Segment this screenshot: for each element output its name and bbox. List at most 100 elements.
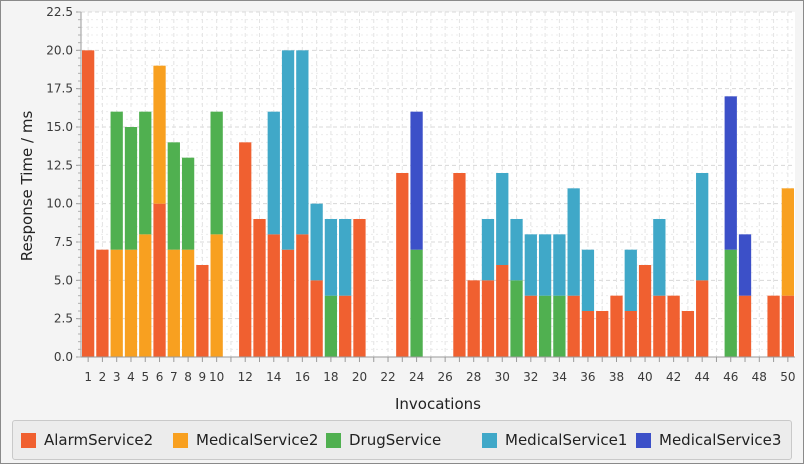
- x-tick-label: 3: [113, 370, 121, 384]
- bar-segment-medicalservice3: [738, 234, 752, 296]
- bar-segment-medicalservice1: [267, 111, 280, 235]
- bar-segment-drugservice: [324, 295, 338, 357]
- bar-segment-drugservice: [124, 127, 138, 250]
- bar-segment-alarmservice2: [567, 295, 580, 357]
- x-tick-label: 50: [780, 370, 795, 384]
- bar-segment-alarmservice2: [638, 265, 652, 357]
- x-tick-labels: 1 2 3 4 5 6 7 8 9 10 12 14 16 18 20 22 24 26 28 30 32 34 36 38 4…: [84, 357, 796, 384]
- legend-label: DrugService: [349, 431, 442, 449]
- bar-segment-drugservice: [210, 111, 223, 235]
- bar-segment-medicalservice1: [553, 234, 566, 296]
- y-tick-label: 5.0: [54, 273, 73, 287]
- x-tick-label: 28: [466, 370, 481, 384]
- bar-segment-drugservice: [181, 157, 195, 250]
- x-tick-label: 18: [323, 370, 338, 384]
- y-tick-label: 7.5: [54, 235, 73, 249]
- bar-segment-alarmservice2: [467, 280, 480, 357]
- bar-segment-medicalservice2: [181, 249, 195, 357]
- bar-segment-alarmservice2: [153, 203, 166, 357]
- x-tick-label: 26: [437, 370, 452, 384]
- x-tick-label: 5: [141, 370, 149, 384]
- bar-segment-medicalservice1: [310, 203, 323, 281]
- bar-segment-medicalservice2: [781, 188, 794, 296]
- bar-segment-drugservice: [139, 111, 152, 235]
- bar-segment-alarmservice2: [653, 295, 666, 357]
- bar-segment-drugservice: [724, 249, 737, 357]
- bar-segment-alarmservice2: [610, 295, 623, 357]
- bar-segment-medicalservice2: [153, 65, 166, 204]
- x-tick-label: 48: [752, 370, 767, 384]
- legend-item-medicalservice3: MedicalService3: [636, 421, 781, 459]
- bar-segment-medicalservice1: [481, 219, 495, 281]
- legend-label: MedicalService1: [505, 431, 628, 449]
- x-tick-label: 4: [127, 370, 135, 384]
- x-tick-label: 46: [723, 370, 738, 384]
- bar-segment-alarmservice2: [239, 142, 252, 357]
- bar-segment-drugservice: [410, 249, 423, 357]
- y-axis-title: Response Time / ms: [18, 111, 36, 262]
- bar-segment-drugservice: [538, 295, 552, 357]
- bar-segment-medicalservice3: [724, 96, 737, 250]
- x-tick-label: 9: [199, 370, 207, 384]
- bar-segment-alarmservice2: [281, 249, 295, 357]
- bar-segment-alarmservice2: [453, 173, 466, 357]
- x-tick-label: 12: [238, 370, 253, 384]
- bar-segment-alarmservice2: [353, 219, 366, 357]
- legend-swatch: [21, 432, 36, 448]
- y-tick-labels: 0.0 2.5 5.0 7.5 10.0 12.5 15.0 17.5 20.0 22.5: [46, 5, 81, 364]
- legend-swatch: [173, 432, 188, 448]
- x-tick-label: 8: [184, 370, 192, 384]
- bar-segment-alarmservice2: [253, 219, 266, 357]
- x-axis-title: Invocations: [395, 395, 481, 413]
- y-tick-label: 10.0: [46, 197, 73, 211]
- bar-segment-medicalservice1: [538, 234, 552, 296]
- bar-segment-medicalservice1: [281, 50, 295, 250]
- bar-segment-medicalservice1: [696, 173, 709, 281]
- bar-segment-alarmservice2: [524, 295, 537, 357]
- bar-segment-medicalservice1: [653, 219, 666, 296]
- y-tick-label: 12.5: [46, 158, 73, 172]
- bar-segment-medicalservice1: [567, 188, 580, 296]
- x-tick-label: 24: [409, 370, 424, 384]
- bar-segment-medicalservice1: [581, 249, 595, 311]
- bar-segment-alarmservice2: [624, 311, 637, 357]
- x-tick-label: 38: [609, 370, 624, 384]
- bar-segment-alarmservice2: [596, 311, 609, 357]
- bar-segment-alarmservice2: [738, 295, 752, 357]
- bar-segment-drugservice: [110, 111, 123, 250]
- bar-segment-alarmservice2: [496, 265, 509, 357]
- axes-layer: [80, 12, 795, 358]
- x-tick-label: 42: [666, 370, 681, 384]
- x-tick-label: 32: [523, 370, 538, 384]
- bar-segment-medicalservice2: [167, 249, 180, 357]
- x-tick-label: 36: [580, 370, 595, 384]
- bar-segment-alarmservice2: [267, 234, 280, 357]
- y-tick-label: 0.0: [54, 350, 73, 364]
- legend-item-drugservice: DrugService: [326, 421, 441, 459]
- legend-swatch: [636, 432, 651, 448]
- bar-segment-medicalservice1: [510, 219, 523, 281]
- x-tick-label: 14: [266, 370, 281, 384]
- x-tick-label: 10: [209, 370, 224, 384]
- legend-label: MedicalService3: [659, 431, 782, 449]
- bar-segment-drugservice: [167, 142, 180, 250]
- y-tick-label: 15.0: [46, 120, 73, 134]
- bar-segment-drugservice: [510, 280, 523, 357]
- legend-item-medicalservice2: MedicalService2: [173, 421, 318, 459]
- chart-legend: AlarmService2 MedicalService2 DrugServic…: [12, 420, 792, 460]
- legend-swatch: [482, 432, 497, 448]
- x-tick-label: 34: [552, 370, 567, 384]
- bar-segment-alarmservice2: [696, 280, 709, 357]
- bar-segment-drugservice: [553, 295, 566, 357]
- legend-item-alarmservice2: AlarmService2: [21, 421, 153, 459]
- bar-segment-alarmservice2: [82, 50, 95, 357]
- legend-label: MedicalService2: [196, 431, 319, 449]
- bar-segment-medicalservice1: [324, 219, 338, 296]
- bar-segment-alarmservice2: [667, 295, 680, 357]
- bar-segment-alarmservice2: [481, 280, 495, 357]
- y-tick-label: 20.0: [46, 43, 73, 57]
- bar-segment-medicalservice1: [496, 173, 509, 265]
- bar-segment-alarmservice2: [681, 311, 695, 357]
